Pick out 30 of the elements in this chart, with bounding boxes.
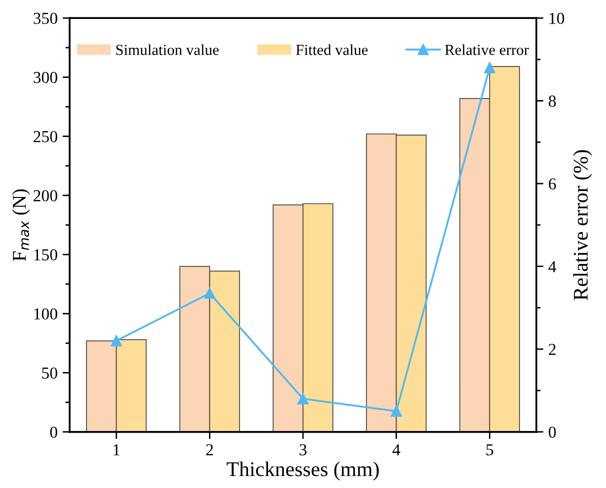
legend-label: Simulation value [116, 44, 219, 56]
y-tick-label: 50 [42, 367, 58, 379]
y-tick-label: 250 [34, 130, 58, 142]
y2-tick-label: 6 [548, 178, 556, 190]
y-tick-label: 0 [50, 426, 58, 438]
x-tick-label: 4 [392, 444, 400, 456]
y2-tick-label: 10 [550, 12, 564, 24]
y-tick-label: 300 [34, 72, 58, 84]
legend-label: Fitted value [296, 44, 368, 56]
x-tick-label: 3 [300, 444, 307, 456]
y-tick-label: 350 [34, 12, 58, 24]
y2-tick-label: 4 [548, 261, 556, 272]
x-tick-label: 2 [206, 444, 213, 456]
x-tick-label: 5 [486, 444, 494, 456]
point [484, 62, 496, 74]
y-axis-title: F$_{max}$ (N) [12, 189, 30, 261]
point [110, 335, 122, 346]
point [297, 393, 309, 404]
y-tick-label: 100 [34, 308, 58, 320]
y2-tick-label: 0 [548, 426, 556, 438]
point [204, 288, 216, 299]
y2-axis-title: Relative error (%) [573, 150, 592, 300]
y2-tick-label: 2 [548, 344, 556, 355]
y-tick-label: 200 [34, 190, 58, 202]
x-axis-title: Thicknesses (mm) [226, 462, 379, 480]
y2-tick-label: 8 [548, 96, 556, 107]
y-tick-label: 150 [34, 249, 58, 260]
x-tick-label: 1 [114, 444, 120, 456]
point [390, 406, 402, 417]
legend-label: Relative error [444, 44, 529, 56]
